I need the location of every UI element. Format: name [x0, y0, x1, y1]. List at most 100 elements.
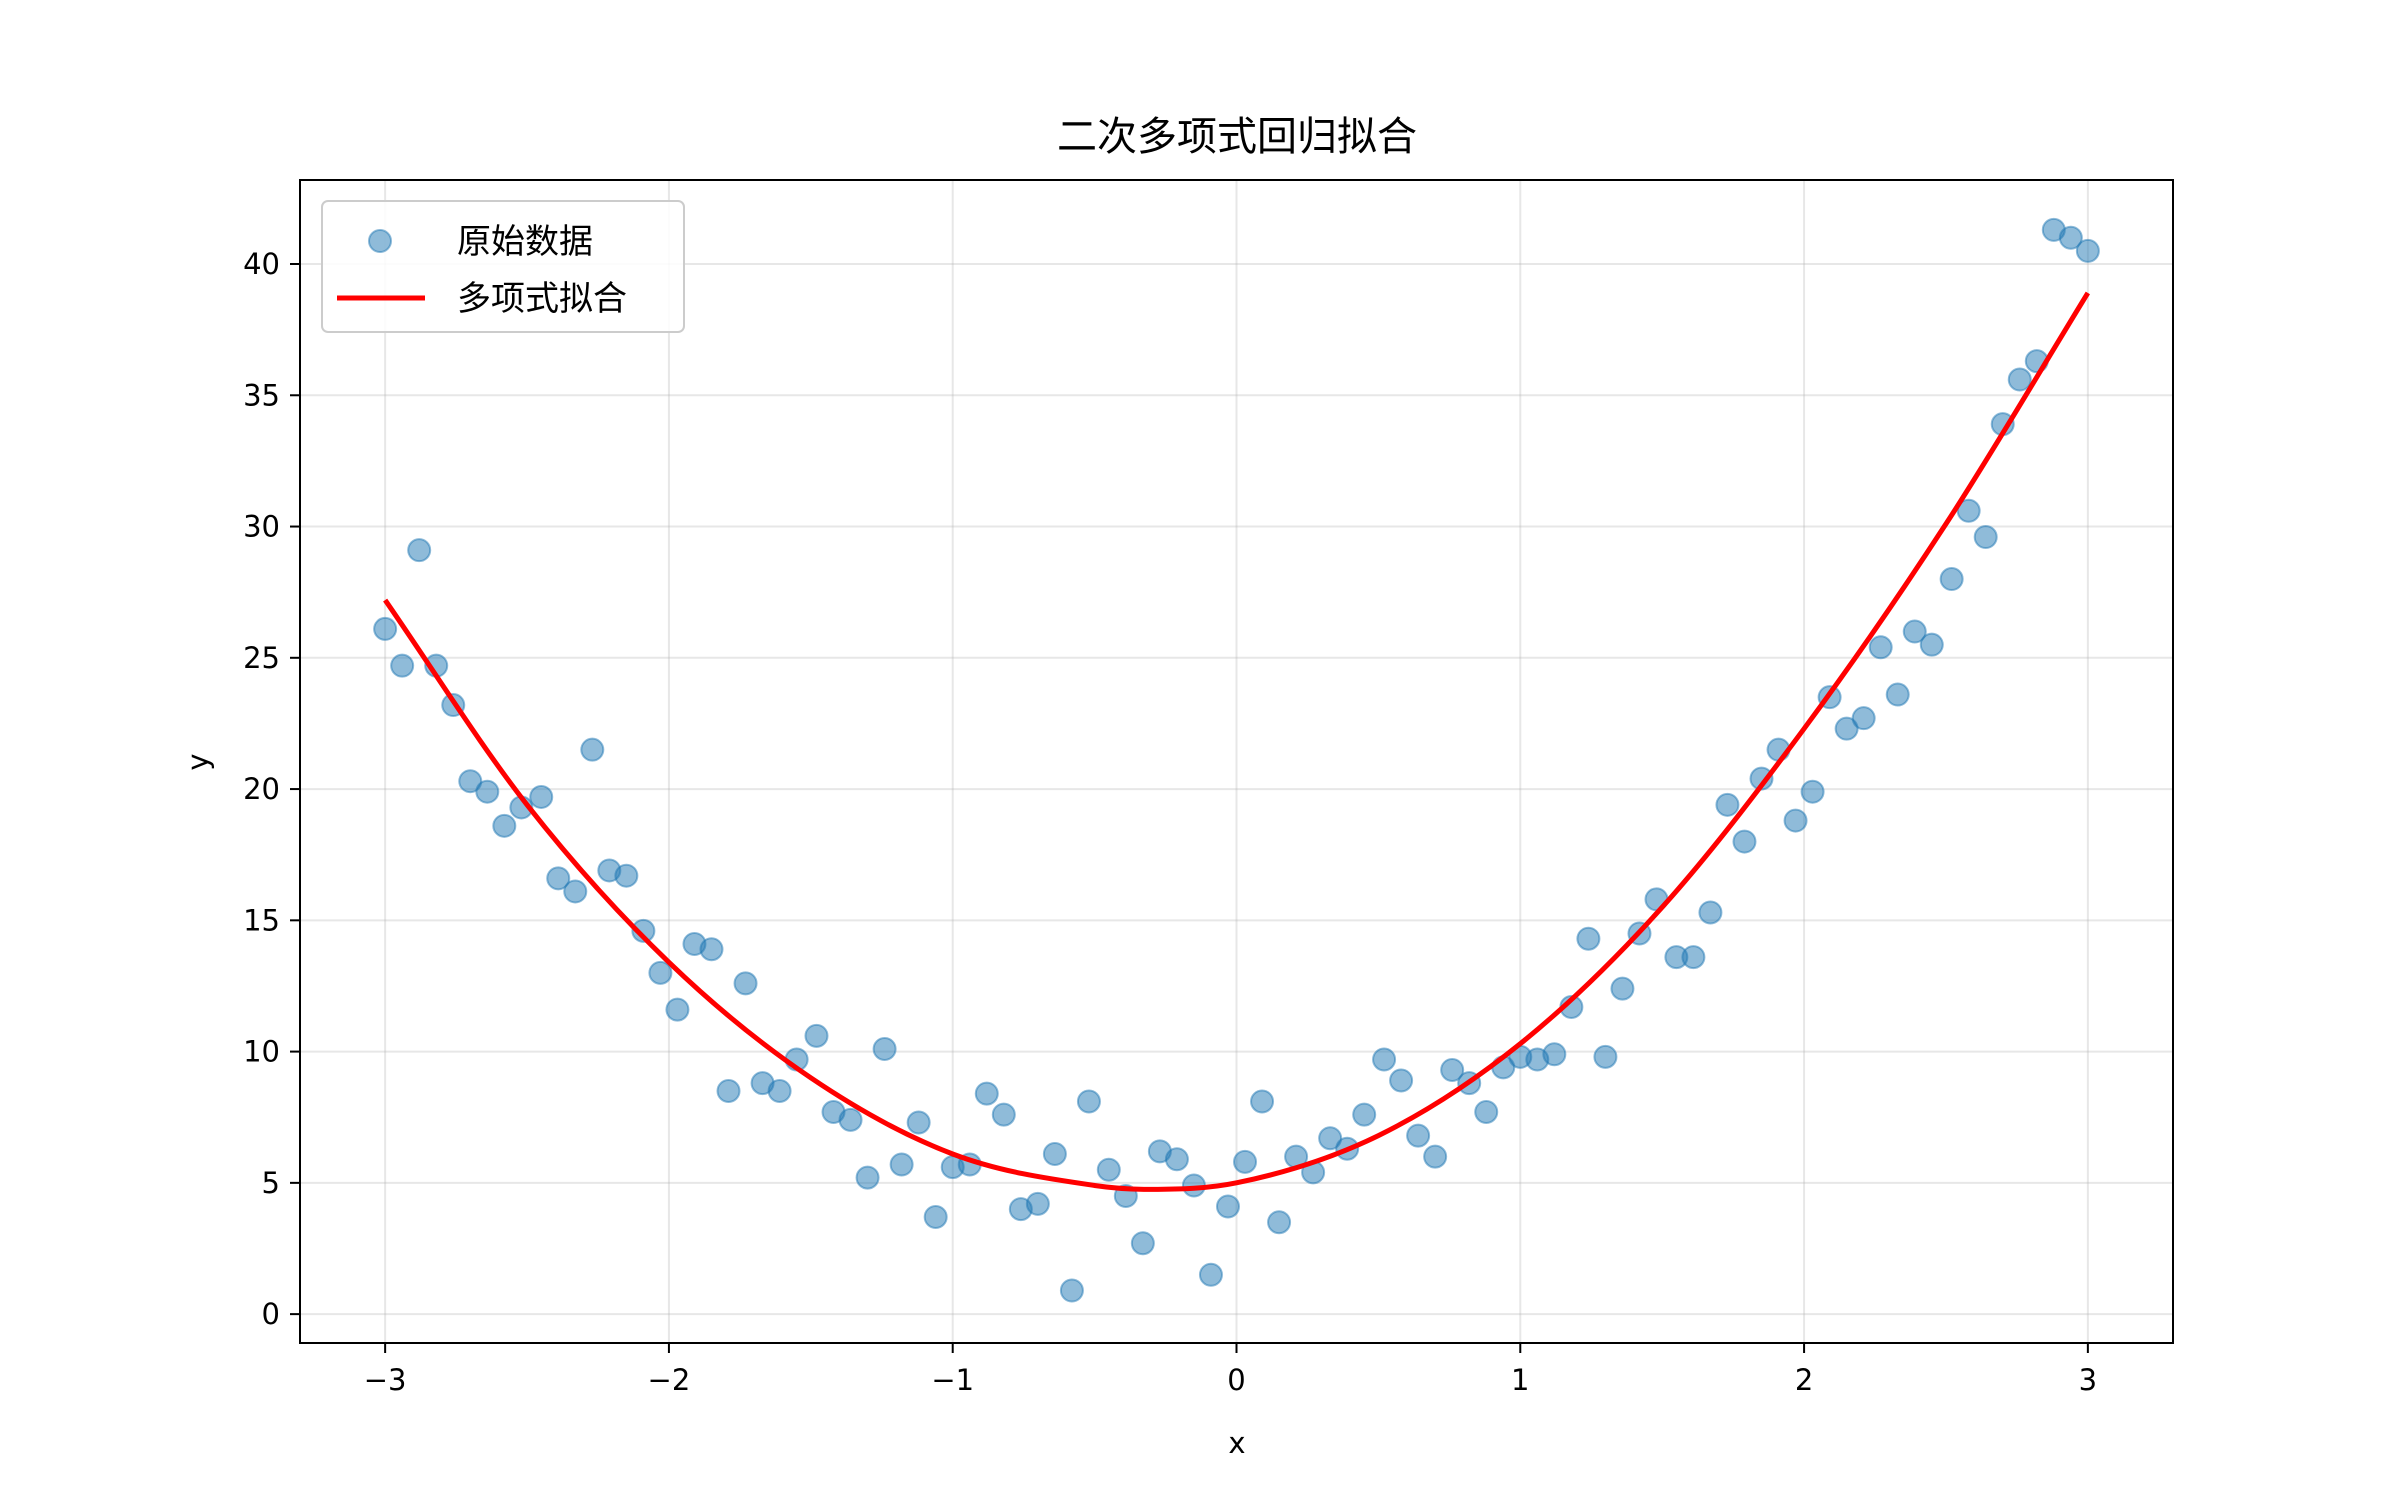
scatter-point [1096, 1157, 1121, 1182]
y-tick-label: 35 [243, 378, 280, 412]
scatter-point [2058, 225, 2083, 250]
scatter-point [1372, 1047, 1397, 1072]
scatter-point [889, 1152, 914, 1177]
scatter-point [1681, 945, 1706, 970]
scatter-point [648, 960, 673, 985]
legend-marker-scatter [368, 229, 392, 253]
scatter-point [1164, 1147, 1189, 1172]
scatter-point [1318, 1126, 1343, 1151]
scatter-point [804, 1023, 829, 1048]
scatter-point [2007, 367, 2032, 392]
scatter-point [716, 1078, 741, 1103]
x-tick-label: −2 [648, 1363, 691, 1397]
scatter-point [1902, 619, 1927, 644]
scatter-point [475, 779, 500, 804]
scatter-point [991, 1102, 1016, 1127]
scatter-point [665, 997, 690, 1022]
scatter-point [733, 971, 758, 996]
scatter-point [492, 813, 517, 838]
scatter-point [1076, 1089, 1101, 1114]
scatter-point [631, 918, 656, 943]
y-tick-label: 5 [262, 1166, 280, 1200]
x-tick-label: 0 [1227, 1363, 1245, 1397]
x-tick-label: 3 [2079, 1363, 2097, 1397]
scatter-point [1732, 829, 1757, 854]
x-axis-label: x [1228, 1426, 1245, 1460]
scatter-point [390, 653, 415, 678]
y-tick-label: 30 [243, 510, 280, 544]
scatter-point [1715, 792, 1740, 817]
scatter-point [1130, 1231, 1155, 1256]
scatter-point [1389, 1068, 1414, 1093]
scatter-point [563, 879, 588, 904]
scatter-point [1610, 976, 1635, 1001]
scatter-point [1352, 1102, 1377, 1127]
plot-frame [299, 179, 2174, 1344]
scatter-point [906, 1110, 931, 1135]
scatter-point [1868, 635, 1893, 660]
scatter-point [529, 784, 554, 809]
y-tick-label: 40 [243, 247, 280, 281]
scatter-point [1474, 1099, 1499, 1124]
scatter-point [407, 538, 432, 563]
fit-line [383, 291, 2090, 1192]
scatter-point [1059, 1278, 1084, 1303]
scatter-point [373, 616, 398, 641]
scatter-point [1783, 808, 1808, 833]
scatter-point [1593, 1044, 1618, 1069]
legend-label-line: 多项式拟合 [457, 279, 627, 319]
scatter-point [614, 863, 639, 888]
x-tick-label: 2 [1795, 1363, 1813, 1397]
y-tick-label: 15 [243, 903, 280, 937]
scatter-point [974, 1081, 999, 1106]
x-tick-label: 1 [1511, 1363, 1529, 1397]
scatter-point [872, 1036, 897, 1061]
legend-label-scatter: 原始数据 [457, 222, 593, 262]
scatter-point [767, 1078, 792, 1103]
scatter-point [1267, 1210, 1292, 1235]
scatter-point [458, 769, 483, 794]
scatter-point [1576, 926, 1601, 951]
y-tick-label: 0 [262, 1297, 280, 1331]
scatter-point [1250, 1089, 1275, 1114]
scatter-point [1749, 766, 1774, 791]
scatter-series [373, 217, 2100, 1303]
scatter-point [1885, 682, 1910, 707]
y-tick-label: 20 [243, 772, 280, 806]
scatter-point [1440, 1057, 1465, 1082]
scatter-point [1198, 1262, 1223, 1287]
scatter-point [1233, 1149, 1258, 1174]
scatter-point [838, 1107, 863, 1132]
scatter-point [1973, 525, 1998, 550]
scatter-point [1042, 1141, 1067, 1166]
scatter-point [580, 737, 605, 762]
legend: 原始数据 多项式拟合 [321, 200, 685, 333]
y-tick-label: 25 [243, 641, 280, 675]
y-axis-label: y [181, 753, 215, 770]
chart-title: 二次多项式回归拟合 [1057, 114, 1417, 160]
scatter-point [923, 1204, 948, 1229]
x-tick-label: −3 [364, 1363, 407, 1397]
scatter-point [1423, 1144, 1448, 1169]
scatter-point [1800, 779, 1825, 804]
scatter-point [855, 1165, 880, 1190]
scatter-point [1025, 1191, 1050, 1216]
scatter-point [1542, 1042, 1567, 1067]
grid-lines [300, 180, 2173, 1343]
x-tick-label: −1 [931, 1363, 974, 1397]
scatter-point [2075, 238, 2100, 263]
fit-line-series [383, 291, 2090, 1192]
scatter-point [546, 866, 571, 891]
scatter-point [1215, 1194, 1240, 1219]
scatter-point [1698, 900, 1723, 925]
scatter-point [1919, 632, 1944, 657]
scatter-point [1956, 498, 1981, 523]
scatter-point [1834, 716, 1859, 741]
scatter-point [1851, 706, 1876, 731]
scatter-point [1406, 1123, 1431, 1148]
y-tick-label: 10 [243, 1035, 280, 1069]
scatter-point [1939, 567, 1964, 592]
scatter-point [699, 937, 724, 962]
